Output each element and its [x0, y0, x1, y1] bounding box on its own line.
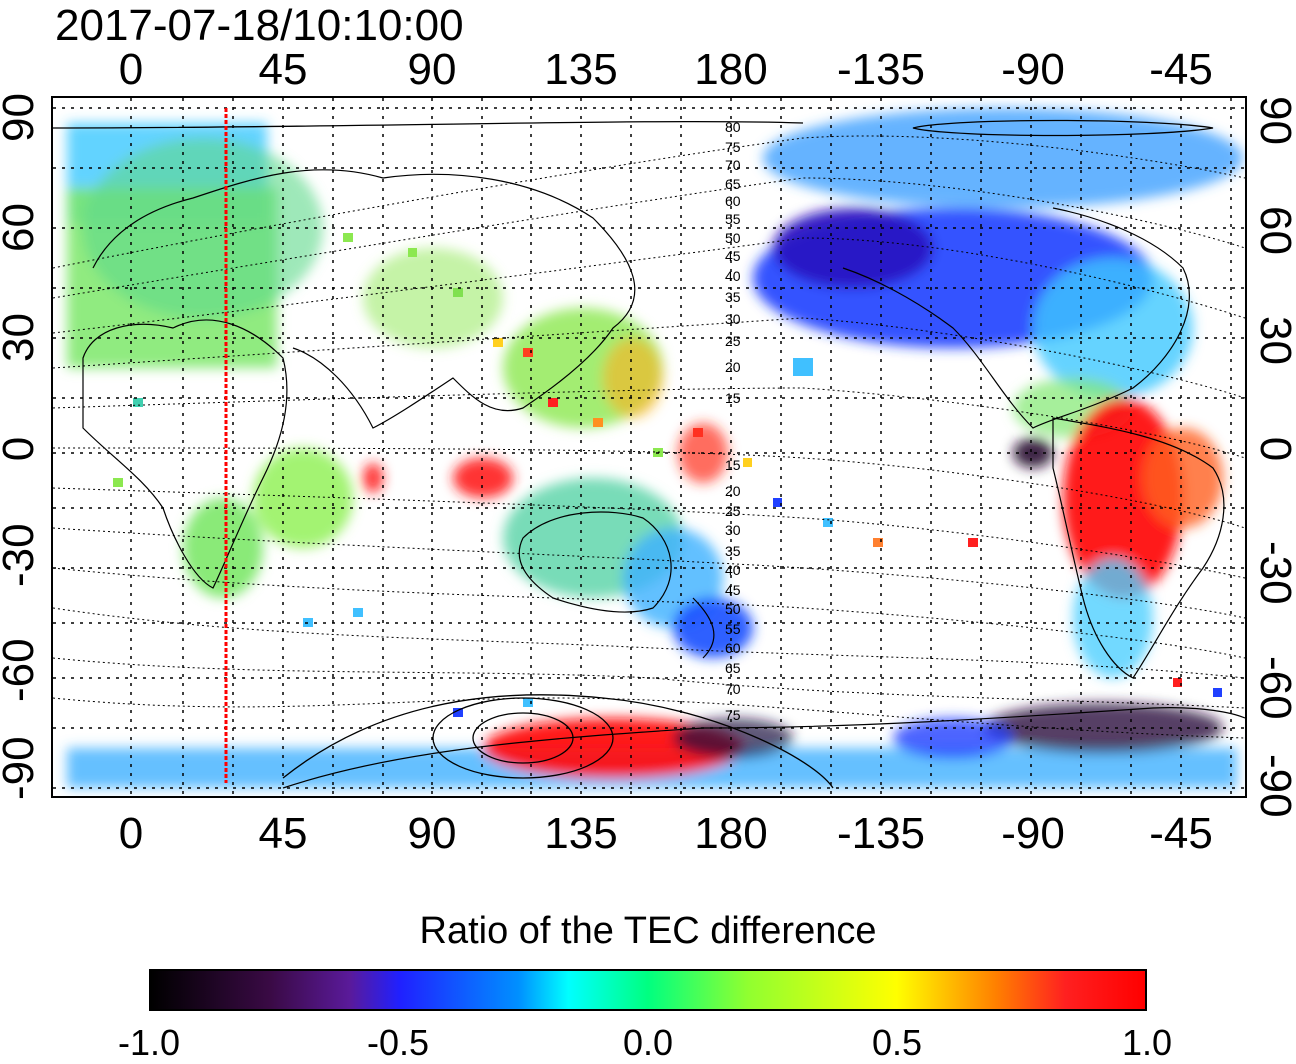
coastlines — [82, 169, 1245, 789]
contour-label: 55 — [725, 211, 741, 227]
contour-label: 75 — [725, 139, 741, 155]
contour-labels-north: 80 75 70 65 60 55 50 45 40 35 30 25 20 1… — [725, 119, 741, 406]
colorbar — [149, 969, 1147, 1011]
contour-label: 65 — [725, 176, 741, 192]
contour-label: 70 — [725, 157, 741, 173]
contour-label: 15 — [725, 390, 741, 406]
contour-label: 45 — [725, 248, 741, 264]
auroral-contours — [53, 119, 1214, 789]
lon-tick-bottom: -90 — [1001, 809, 1065, 858]
contour-label: 35 — [725, 289, 741, 305]
lon-tick-top: -90 — [1001, 45, 1065, 94]
lon-tick-bottom: 135 — [544, 809, 618, 858]
contour-label: 30 — [725, 311, 741, 327]
contour-label: 60 — [725, 193, 741, 209]
map-grid — [53, 98, 1245, 796]
lat-tick-left: 0 — [0, 426, 43, 472]
contour-label: 50 — [725, 601, 741, 617]
lon-tick-bottom: 90 — [407, 809, 457, 858]
geomagnetic-contours — [53, 135, 1245, 739]
colorbar-tick: 1.0 — [1121, 1022, 1173, 1063]
lat-tick-right: 0 — [1251, 436, 1296, 462]
lat-tick-left: 30 — [0, 313, 43, 362]
lon-tick-bottom: -135 — [836, 809, 926, 858]
colorbar-tick: 0.0 — [622, 1022, 674, 1063]
contour-label: 80 — [725, 119, 741, 135]
lat-tick-right: 30 — [1251, 316, 1296, 365]
lon-tick-top: -135 — [836, 45, 926, 94]
contour-label: 35 — [725, 543, 741, 559]
lat-tick-left: -30 — [0, 523, 43, 587]
lat-tick-right: -90 — [1251, 754, 1296, 818]
lon-tick-top: 0 — [118, 45, 144, 94]
lat-tick-right: -60 — [1251, 656, 1296, 720]
colorbar-title: Ratio of the TEC difference — [419, 910, 877, 952]
contour-labels-south: 15 20 25 30 35 40 45 50 55 60 65 70 75 — [725, 457, 741, 723]
contour-label: 30 — [725, 522, 741, 538]
timestamp: 2017-07-18/10:10:00 — [55, 1, 464, 50]
lon-tick-top: 135 — [544, 45, 618, 94]
lon-tick-bottom: 45 — [258, 809, 308, 858]
contour-label: 25 — [725, 333, 741, 349]
colorbar-tick: -1.0 — [117, 1022, 181, 1063]
lon-tick-bottom: 180 — [694, 809, 768, 858]
lat-tick-right: 90 — [1251, 96, 1296, 145]
contour-label: 55 — [725, 621, 741, 637]
lat-tick-left: -90 — [0, 736, 43, 800]
lon-tick-top: -45 — [1149, 45, 1213, 94]
contour-label: 50 — [725, 230, 741, 246]
lon-tick-top: 180 — [694, 45, 768, 94]
lat-tick-left: -60 — [0, 638, 43, 702]
colorbar-tick: -0.5 — [366, 1022, 430, 1063]
lon-tick-top: 45 — [258, 45, 308, 94]
tec-map: 80 75 70 65 60 55 50 45 40 35 30 25 20 1… — [53, 98, 1245, 796]
contour-label: 15 — [725, 457, 741, 473]
lat-tick-left: 90 — [0, 93, 43, 142]
contour-label: 25 — [725, 503, 741, 519]
lat-tick-right: 60 — [1251, 206, 1296, 255]
contour-label: 40 — [725, 268, 741, 284]
map-frame — [51, 96, 1247, 798]
contour-label: 60 — [725, 640, 741, 656]
contour-label: 70 — [725, 681, 741, 697]
contour-label: 45 — [725, 582, 741, 598]
contour-label: 65 — [725, 660, 741, 676]
colorbar-tick: 0.5 — [871, 1022, 923, 1063]
contour-label: 20 — [725, 359, 741, 375]
lon-tick-bottom: 0 — [118, 809, 144, 858]
contour-label: 40 — [725, 562, 741, 578]
lat-tick-left: 60 — [0, 203, 43, 252]
lat-tick-right: -30 — [1251, 541, 1296, 605]
contour-label: 20 — [725, 483, 741, 499]
lon-tick-bottom: -45 — [1149, 809, 1213, 858]
lon-tick-top: 90 — [407, 45, 457, 94]
contour-label: 75 — [725, 707, 741, 723]
